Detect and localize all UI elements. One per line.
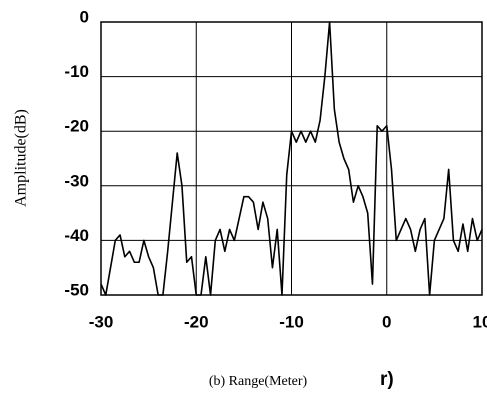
x-axis-label: (b) Range(Meter) — [209, 374, 308, 389]
y-tick-label: 0 — [80, 7, 89, 26]
x-tick-label: -20 — [184, 312, 209, 331]
y-tick-label: -40 — [64, 226, 89, 245]
y-axis-label: Amplitude(dB) — [13, 109, 30, 207]
y-tick-label: -10 — [64, 62, 89, 81]
y-tick-label: -20 — [64, 117, 89, 136]
y-tick-label: -30 — [64, 171, 89, 190]
x-tick-label: -10 — [279, 312, 304, 331]
data-line — [100, 21, 483, 296]
y-tick-label: -50 — [64, 280, 89, 299]
x-tick-label: 10 — [473, 312, 487, 331]
x-tick-label: -30 — [89, 312, 114, 331]
x-tick-label: 0 — [382, 312, 391, 331]
annotation: r) — [380, 369, 394, 390]
